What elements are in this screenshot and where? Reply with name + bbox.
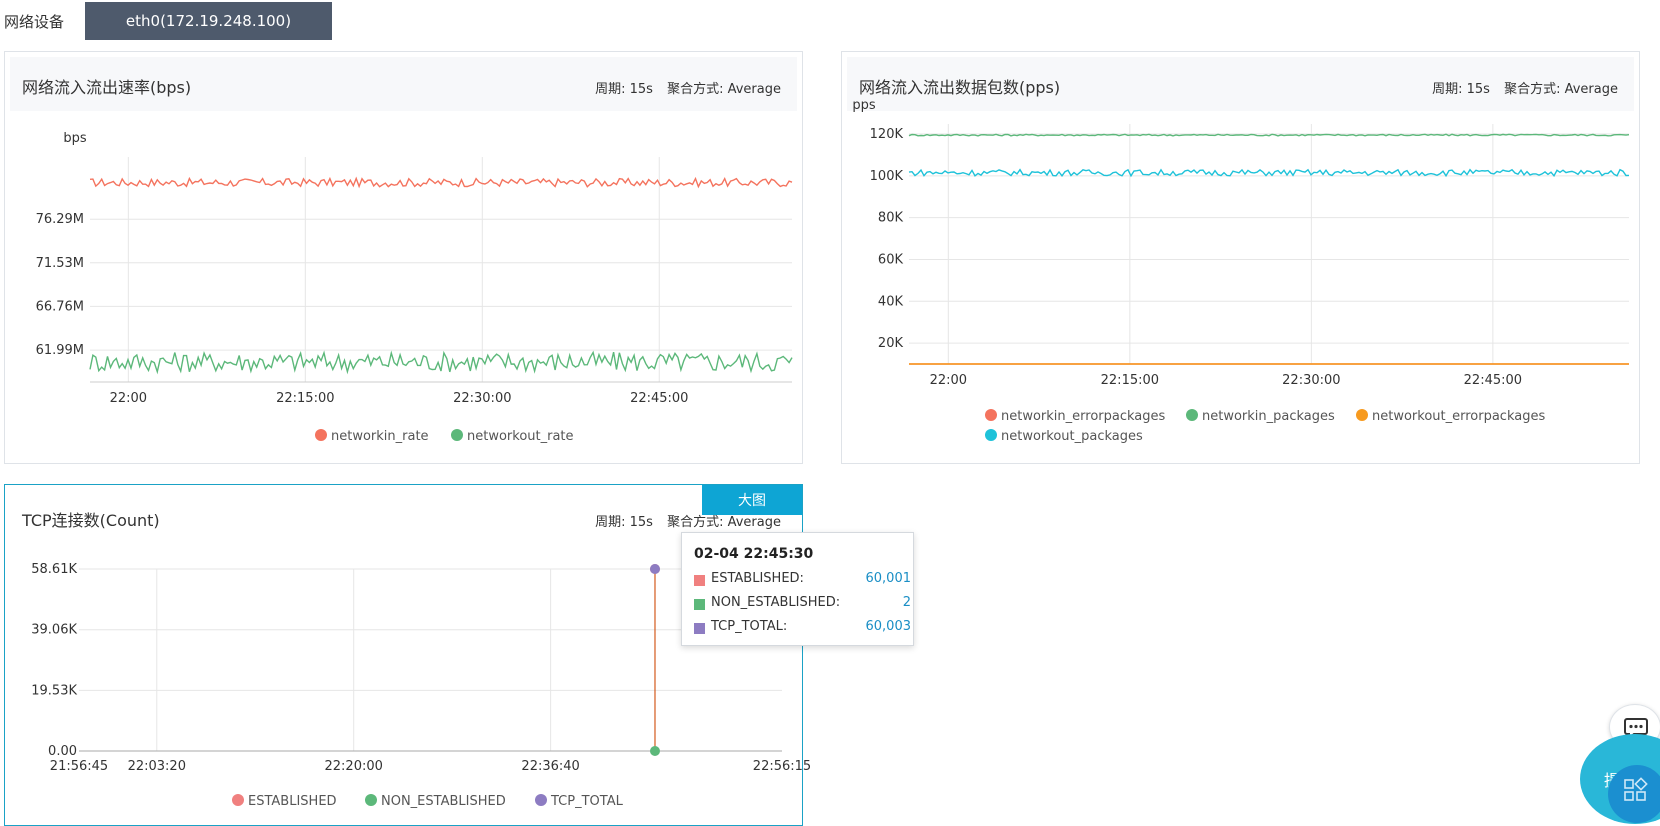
legend-marker [985, 409, 997, 421]
series-line-networkout_rate [89, 350, 793, 375]
tooltip-row: TCP_TOTAL: 60,003 [694, 619, 911, 637]
tooltip-series-value: 60,001 [865, 571, 912, 586]
device-label: 网络设备 [4, 13, 65, 31]
panel-title: TCP连接数(Count) [22, 511, 160, 530]
tooltip-title: 02-04 22:45:30 [694, 546, 814, 562]
x-tick-label: 22:45:00 [630, 391, 688, 406]
panel-meta: 周期: 15s 聚合方式: Average [585, 511, 781, 530]
period-label: 周期: 15s [1432, 82, 1490, 97]
series-line-networkout_packages [908, 168, 1630, 178]
legend-marker [1186, 409, 1198, 421]
tooltip-series-name: TCP_TOTAL: [711, 619, 788, 634]
panel-title: 网络流入流出数据包数(pps) [859, 78, 1061, 97]
x-tick-label: 22:00 [930, 373, 967, 388]
legend-marker [1356, 409, 1368, 421]
x-tick-label: 22:03:20 [128, 759, 186, 774]
aggregation-label: 聚合方式: Average [1504, 82, 1618, 97]
bigview-button[interactable]: 大图 [702, 485, 802, 515]
legend-marker [365, 794, 377, 806]
y-tick-label: 40K [878, 294, 904, 309]
series-swatch [694, 575, 705, 586]
y-axis-unit-label: bps [63, 131, 87, 146]
tcp-connections-chart[interactable]: 0.00 19.53K 39.06K 58.61K 21:56:45 22:03:20 22… [5, 485, 811, 826]
tooltip-row: NON_ESTABLISHED: 2 [694, 595, 911, 613]
x-tick-label: 21:56:45 [50, 759, 108, 774]
data-point-TCP_TOTAL [649, 564, 660, 574]
x-tick-label: 22:30:00 [1282, 373, 1340, 388]
legend-marker [535, 794, 547, 806]
legend-label: networkin_errorpackages [1001, 409, 1165, 424]
panel-header: 网络流入流出速率(bps) 周期: 15s 聚合方式: Average [10, 57, 797, 111]
tooltip-series-name: ESTABLISHED: [711, 571, 804, 586]
legend-label: TCP_TOTAL [550, 794, 624, 809]
network-packets-panel: 网络流入流出数据包数(pps) 周期: 15s 聚合方式: Average 20… [841, 51, 1640, 464]
x-tick-label: 22:00 [110, 391, 147, 406]
series-swatch [694, 599, 705, 610]
y-tick-label: 58.61K [31, 562, 77, 577]
y-tick-label: 100K [870, 169, 904, 184]
legend-marker [315, 429, 327, 441]
y-tick-label: 19.53K [31, 683, 77, 698]
panel-meta: 周期: 15s 聚合方式: Average [585, 78, 781, 97]
x-tick-label: 22:15:00 [1101, 373, 1159, 388]
tooltip-series-value: 60,003 [865, 619, 912, 634]
y-tick-label: 71.53M [36, 256, 84, 271]
aggregation-label: 聚合方式: Average [667, 82, 781, 97]
y-tick-label: 39.06K [31, 623, 77, 638]
x-tick-label: 22:15:00 [276, 391, 334, 406]
apps-button[interactable] [1608, 765, 1660, 823]
period-label: 周期: 15s [595, 82, 653, 97]
aggregation-label: 聚合方式: Average [667, 515, 781, 530]
y-tick-label: 0.00 [48, 744, 77, 759]
network-packets-chart[interactable]: 20K 40K 60K 80K 100K 120K 22:00 22:15:00 22:30:0… [842, 52, 1641, 465]
data-point-NON_ESTABLISHED [649, 745, 660, 756]
panel-meta: 周期: 15s 聚合方式: Average [1422, 78, 1618, 97]
legend-marker [232, 794, 244, 806]
tooltip-series-name: NON_ESTABLISHED: [711, 595, 841, 610]
series-swatch [694, 623, 705, 634]
series-line-networkin_packages [908, 133, 1630, 137]
x-tick-label: 22:30:00 [453, 391, 511, 406]
x-tick-label: 22:36:40 [521, 759, 579, 774]
y-tick-label: 66.76M [36, 299, 84, 314]
y-tick-label: 76.29M [36, 212, 84, 227]
legend-marker [451, 429, 463, 441]
grid-icon [1624, 777, 1648, 801]
y-tick-label: 120K [870, 127, 904, 142]
panel-header: TCP连接数(Count) 周期: 15s 聚合方式: Average [10, 490, 797, 544]
x-tick-label: 22:56:15 [753, 759, 811, 774]
chart-tooltip: 02-04 22:45:30 ESTABLISHED: 60,001 NON_E… [681, 532, 914, 646]
panel-title: 网络流入流出速率(bps) [22, 78, 192, 97]
legend-label: networkout_rate [467, 429, 574, 444]
legend-label: ESTABLISHED [248, 794, 337, 809]
legend-label: networkin_rate [331, 429, 429, 444]
legend-marker [985, 429, 997, 441]
device-select-button[interactable]: eth0(172.19.248.100) [85, 2, 332, 40]
panel-header: 网络流入流出数据包数(pps) 周期: 15s 聚合方式: Average [847, 57, 1634, 111]
y-tick-label: 20K [878, 336, 904, 351]
tooltip-row: ESTABLISHED: 60,001 [694, 571, 911, 589]
tooltip-series-value: 2 [902, 595, 911, 610]
y-tick-label: 80K [878, 211, 904, 226]
series-line-networkin_rate [89, 176, 793, 189]
period-label: 周期: 15s [595, 515, 653, 530]
legend-label: networkin_packages [1202, 409, 1335, 424]
tcp-connections-panel: TCP连接数(Count) 周期: 15s 聚合方式: Average 大图 0… [4, 484, 811, 826]
legend-label: networkout_packages [1001, 429, 1143, 444]
network-rate-chart[interactable]: 61.99M 66.76M 71.53M 76.29M 22:00 22:15:00 22:… [5, 52, 804, 465]
y-tick-label: 60K [878, 252, 904, 267]
network-rate-panel: 网络流入流出速率(bps) 周期: 15s 聚合方式: Average 61.9… [4, 51, 803, 464]
legend-label: NON_ESTABLISHED [381, 794, 506, 809]
legend-label: networkout_errorpackages [1372, 409, 1545, 424]
y-axis-unit-label: pps [852, 98, 876, 113]
y-tick-label: 61.99M [36, 343, 84, 358]
x-tick-label: 22:20:00 [325, 759, 383, 774]
x-tick-label: 22:45:00 [1464, 373, 1522, 388]
